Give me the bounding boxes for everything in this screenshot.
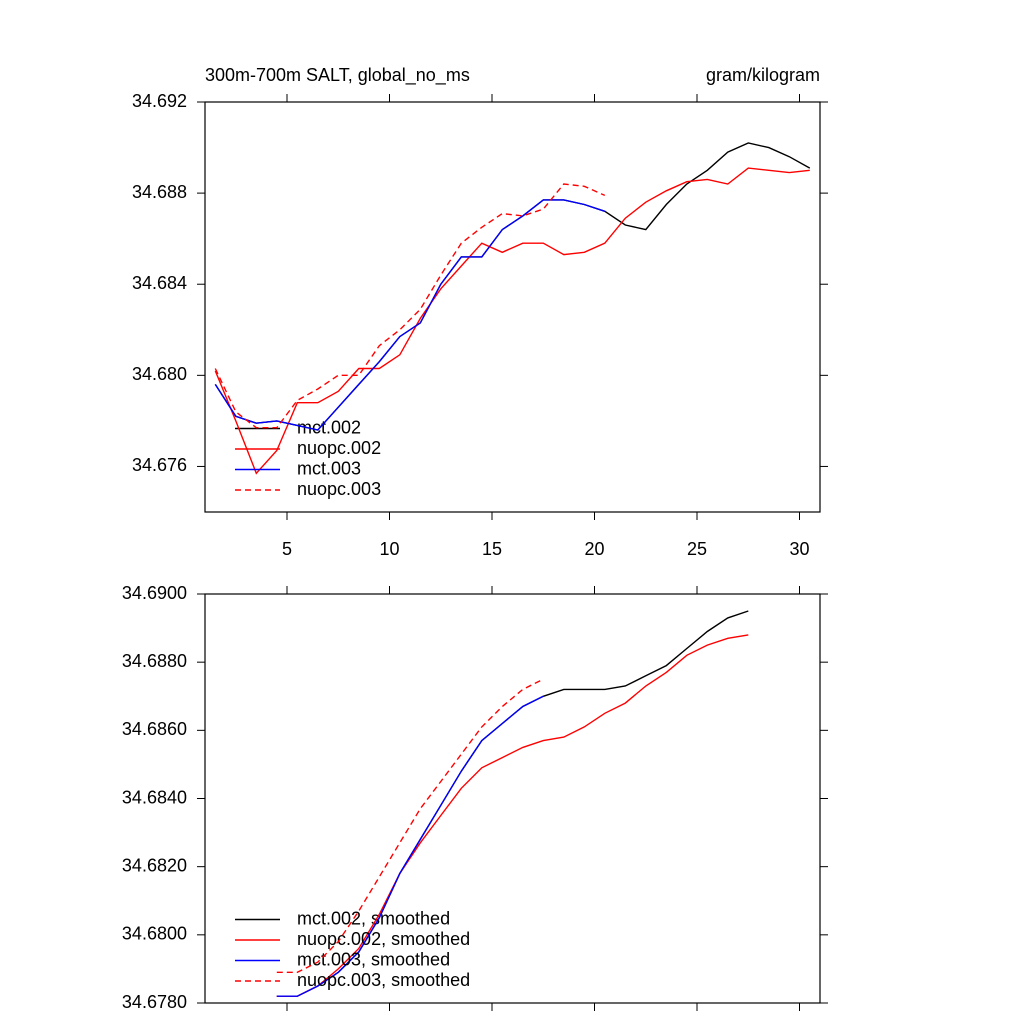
y-tick-label: 34.684 (132, 273, 187, 293)
x-tick-label: 25 (687, 539, 707, 559)
plot-frame (204, 101, 821, 513)
x-tick-label: 15 (482, 539, 502, 559)
units-label: gram/kilogram (706, 65, 820, 85)
y-tick-label: 34.6880 (122, 651, 187, 671)
y-tick-label: 34.6800 (122, 924, 187, 944)
legend-label: nuopc.003, smoothed (297, 970, 470, 990)
legend-label: mct.003, smoothed (297, 949, 450, 969)
x-tick-label: 30 (789, 539, 809, 559)
data-line (214, 142, 811, 431)
x-tick-label: 5 (282, 539, 292, 559)
data-line (214, 199, 606, 431)
legend-label: mct.002 (297, 417, 361, 437)
y-tick-label: 34.6900 (122, 583, 187, 603)
y-tick-label: 34.6780 (122, 992, 187, 1012)
x-tick-label: 20 (584, 539, 604, 559)
legend-label: nuopc.002, smoothed (297, 929, 470, 949)
panel: 34.6780 34.6800 34.6820 34.6840 34.6860 34.68… (122, 583, 828, 1012)
y-tick-label: 34.688 (132, 182, 187, 202)
y-tick-label: 34.6820 (122, 855, 187, 875)
x-tick-label: 10 (379, 539, 399, 559)
y-tick-label: 34.6860 (122, 719, 187, 739)
data-line (276, 678, 544, 973)
legend-label: mct.003 (297, 458, 361, 478)
data-line (214, 183, 606, 429)
data-line (214, 167, 810, 475)
legend-label: nuopc.003 (297, 479, 381, 499)
legend-label: nuopc.002 (297, 438, 381, 458)
y-tick-label: 34.680 (132, 364, 187, 384)
data-line (276, 695, 544, 997)
y-tick-label: 34.676 (132, 455, 187, 475)
chart-title: 300m-700m SALT, global_no_ms (205, 65, 470, 86)
panel: 300m-700m SALT, global_no_ms gram/kilogra… (132, 65, 828, 559)
legend-label: mct.002, smoothed (297, 908, 450, 928)
y-tick-label: 34.692 (132, 91, 187, 111)
data-line (276, 634, 749, 997)
y-tick-label: 34.6840 (122, 787, 187, 807)
